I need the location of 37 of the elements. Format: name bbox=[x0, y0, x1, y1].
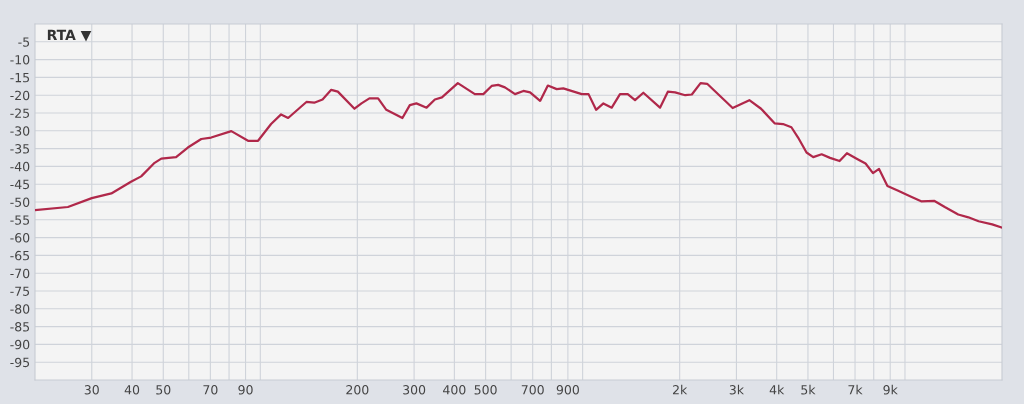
y-tick-label: -80 bbox=[10, 304, 30, 314]
y-tick-label: -15 bbox=[10, 73, 30, 83]
x-tick-label: 500 bbox=[474, 385, 497, 395]
y-tick-label: -25 bbox=[10, 108, 30, 118]
y-tick-label: -45 bbox=[10, 179, 30, 190]
x-tick-label: 40 bbox=[124, 385, 140, 395]
x-tick-label: 50 bbox=[156, 385, 171, 395]
y-tick-label: -5 bbox=[18, 37, 30, 47]
x-tick-label: 9k bbox=[883, 384, 898, 395]
y-tick-label: -85 bbox=[10, 322, 30, 332]
x-tick-label: 700 bbox=[521, 385, 544, 395]
x-tick-label: 30 bbox=[84, 385, 99, 395]
x-tick-label: 400 bbox=[443, 385, 466, 395]
y-tick-label: -60 bbox=[10, 233, 30, 243]
y-tick-label: -20 bbox=[10, 90, 30, 101]
x-tick-label: 4k bbox=[769, 384, 785, 395]
y-tick-label: -65 bbox=[10, 250, 30, 261]
y-tick-label: -40 bbox=[10, 161, 30, 172]
x-tick-label: 300 bbox=[403, 385, 426, 395]
x-tick-label: 3k bbox=[729, 384, 744, 395]
y-tick-label: -90 bbox=[10, 339, 30, 350]
chart-title: RTA ▼ bbox=[47, 29, 92, 42]
y-tick-label: -95 bbox=[10, 357, 30, 368]
x-tick-label: 70 bbox=[203, 385, 218, 395]
x-tick-label: 200 bbox=[346, 385, 369, 395]
x-tick-label: 900 bbox=[556, 385, 579, 395]
y-tick-label: -70 bbox=[10, 268, 30, 279]
x-tick-label: 5k bbox=[801, 384, 816, 395]
x-tick-label: 2k bbox=[672, 384, 688, 395]
x-tick-label: 7k bbox=[848, 384, 863, 395]
y-tick-label: -35 bbox=[10, 144, 30, 154]
y-tick-label: -75 bbox=[10, 286, 30, 296]
x-tick-label: 90 bbox=[238, 385, 253, 395]
y-tick-label: -30 bbox=[10, 126, 30, 136]
y-tick-label: -55 bbox=[10, 215, 30, 225]
y-tick-label: -50 bbox=[10, 197, 30, 207]
y-tick-label: -10 bbox=[10, 55, 30, 65]
